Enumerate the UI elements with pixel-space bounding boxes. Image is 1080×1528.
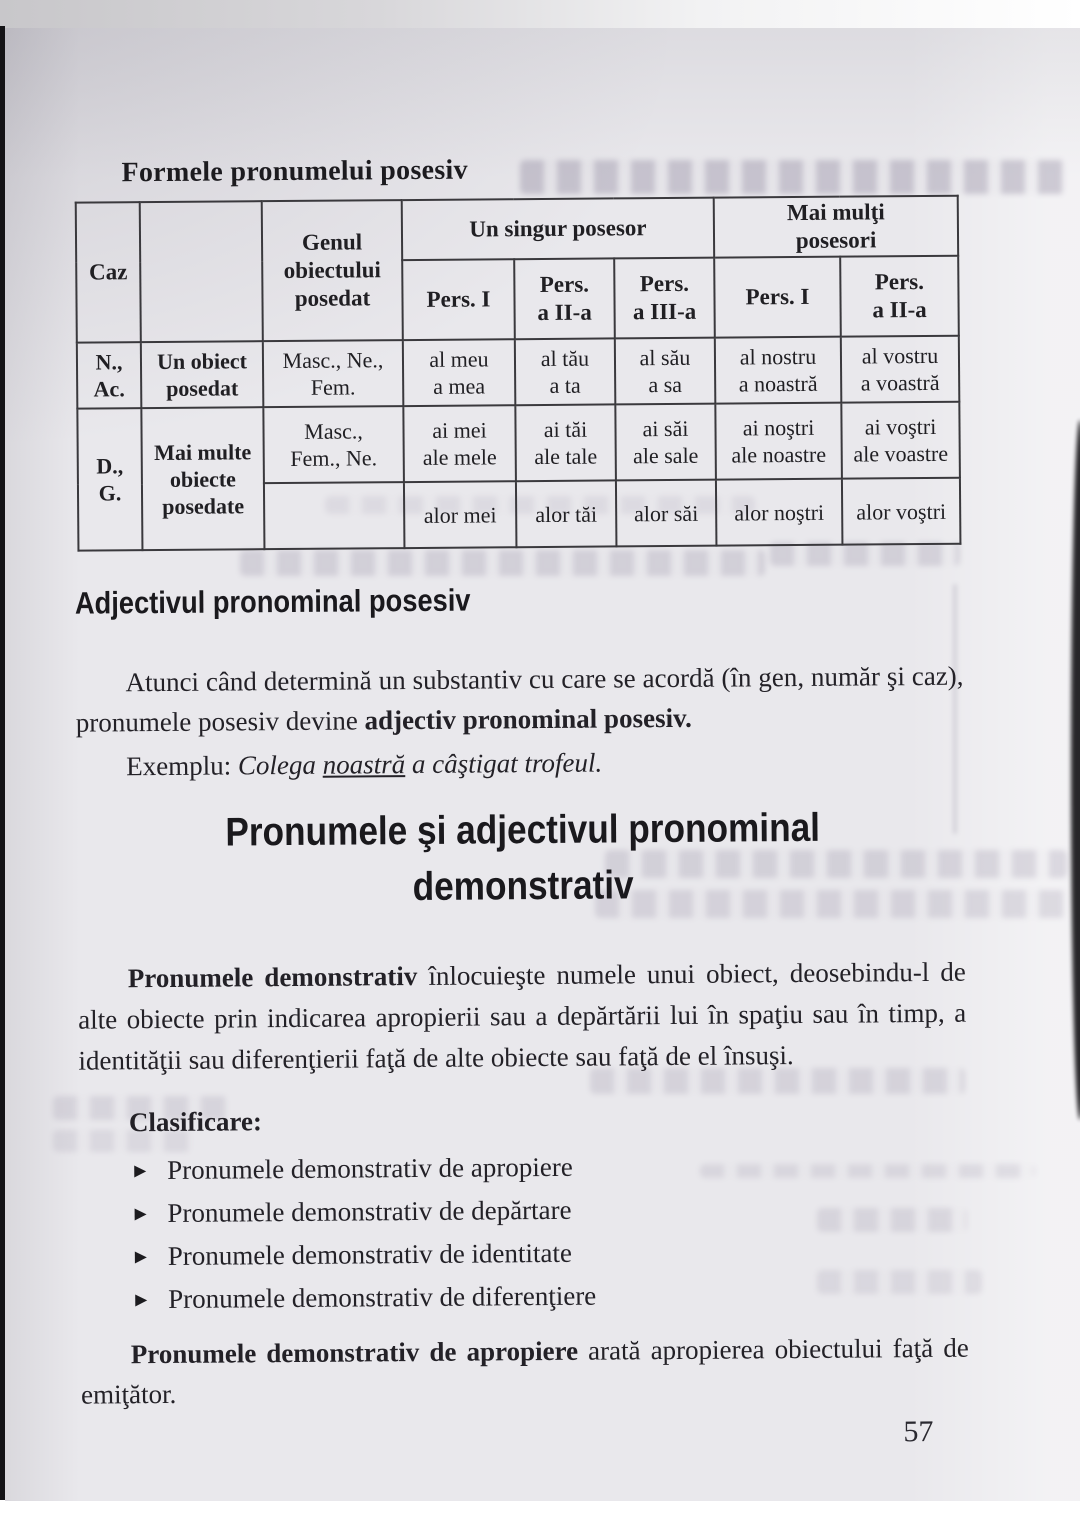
table-cell: D., G. [77, 408, 143, 551]
classification-list: ► Pronumele demonstrativ de apropiere ► Pro… [130, 1143, 971, 1322]
table-cell: ai mei ale mele [403, 405, 516, 483]
list-item: ► Pronumele demonstrativ de apropiere [130, 1143, 970, 1193]
table-cell: al tău a ta [514, 338, 616, 406]
main-heading-demonstrativ: Pronumele şi adjectivul pronominal demon… [225, 805, 821, 910]
classification-label: Clasificare: [128, 1106, 263, 1138]
triangle-bullet-icon: ► [130, 1245, 151, 1268]
table-cell: Masc., Fem., Ne. [263, 406, 404, 484]
table-cell: al meu a mea [402, 339, 516, 407]
list-item: ► Pronumele demonstrativ de identitate [131, 1229, 971, 1279]
paragraph-exemplu: Exemplu: Colega noastră a câştigat trofe… [76, 740, 964, 787]
list-item-label: Pronumele demonstrativ de depărtare [167, 1194, 572, 1228]
table-cell: ai săi ale sale [615, 403, 716, 481]
table-cell: ai tăi ale tale [515, 404, 616, 482]
table-cell: Un obiect posedat [140, 341, 264, 409]
table-cell: al nostru a noastră [714, 336, 842, 404]
header-mai-multi-posesori: Mai mulţi posesori [713, 195, 959, 258]
text-segment: Pronumele demonstrativ [127, 960, 418, 994]
possessive-forms-table: Caz Genul obiectului posedat Un singur p… [75, 195, 962, 552]
header-pers-i-multi: Pers. I [714, 256, 841, 338]
table-cell: ai noştri ale noastre [715, 402, 842, 480]
list-item: ► Pronumele demonstrativ de diferenţiere [131, 1272, 971, 1322]
triangle-bullet-icon: ► [130, 1202, 151, 1225]
scan-background-top [0, 0, 1080, 29]
page-content: Formele pronumelui posesiv Caz Genul obi… [0, 24, 1080, 1505]
table-cell: Mai multe obiecte posedate [141, 407, 265, 551]
list-item: ► Pronumele demonstrativ de depărtare [131, 1186, 971, 1236]
page-number: 57 [903, 1414, 934, 1449]
table-cell-empty [263, 482, 405, 550]
paragraph-adjectivul: Atunci când determină un substantiv cu c… [75, 656, 964, 743]
table-cell: ai voştri ale voastre [841, 401, 960, 479]
table-cell: alor tăi [515, 480, 617, 548]
list-item-label: Pronumele demonstrativ de diferenţiere [168, 1280, 597, 1314]
header-empty-cell [139, 201, 263, 343]
page-edge-shadow [1071, 420, 1080, 1120]
list-item-label: Pronumele demonstrativ de apropiere [167, 1151, 573, 1185]
table-cell: al vostru a voastră [840, 335, 960, 403]
table-cell: alor săi [615, 479, 717, 547]
table-cell: alor noştri [715, 478, 843, 546]
page-surface: Formele pronumelui posesiv Caz Genul obi… [5, 28, 1080, 1501]
table-title: Formele pronumelui posesiv [121, 154, 468, 189]
book-edge-strip [0, 26, 5, 1500]
text-segment: a câştigat trofeul. [405, 747, 603, 780]
header-pers-a-ii-a: Pers. a II-a [514, 258, 615, 340]
text-segment: noastră [322, 749, 406, 780]
header-pers-a-ii-a-multi: Pers. a II-a [840, 255, 959, 337]
header-pers-a-iii-a: Pers. a III-a [614, 257, 715, 339]
table-cell: alor mei [403, 481, 517, 549]
header-un-singur-posesor: Un singur posesor [401, 197, 715, 261]
header-genul: Genul obiectului posedat [261, 200, 403, 342]
list-item-label: Pronumele demonstrativ de identitate [167, 1237, 573, 1271]
text-segment: Colega [237, 749, 323, 781]
table-cell: N., Ac. [76, 342, 142, 409]
text-segment: Pronumele demonstrativ de apropiere [130, 1335, 579, 1370]
table-cell: al său a sa [614, 337, 716, 405]
header-pers-i: Pers. I [402, 259, 515, 341]
text-segment: Exemplu: [126, 750, 239, 782]
table-cell: Masc., Ne., Fem. [262, 340, 404, 408]
paragraph-demonstrativ-intro: Pronumele demonstrativ înlocuieşte numel… [78, 952, 967, 1082]
header-caz: Caz [75, 202, 141, 343]
section-heading-adjectivul: Adjectivul pronominal posesiv [74, 582, 471, 621]
paragraph-apropiere: Pronumele demonstrativ de apropiere arat… [81, 1328, 970, 1415]
table-cell: alor voştri [841, 477, 961, 545]
triangle-bullet-icon: ► [131, 1288, 152, 1311]
triangle-bullet-icon: ► [130, 1159, 151, 1182]
text-segment: adjectiv pronominal posesiv. [364, 702, 692, 736]
